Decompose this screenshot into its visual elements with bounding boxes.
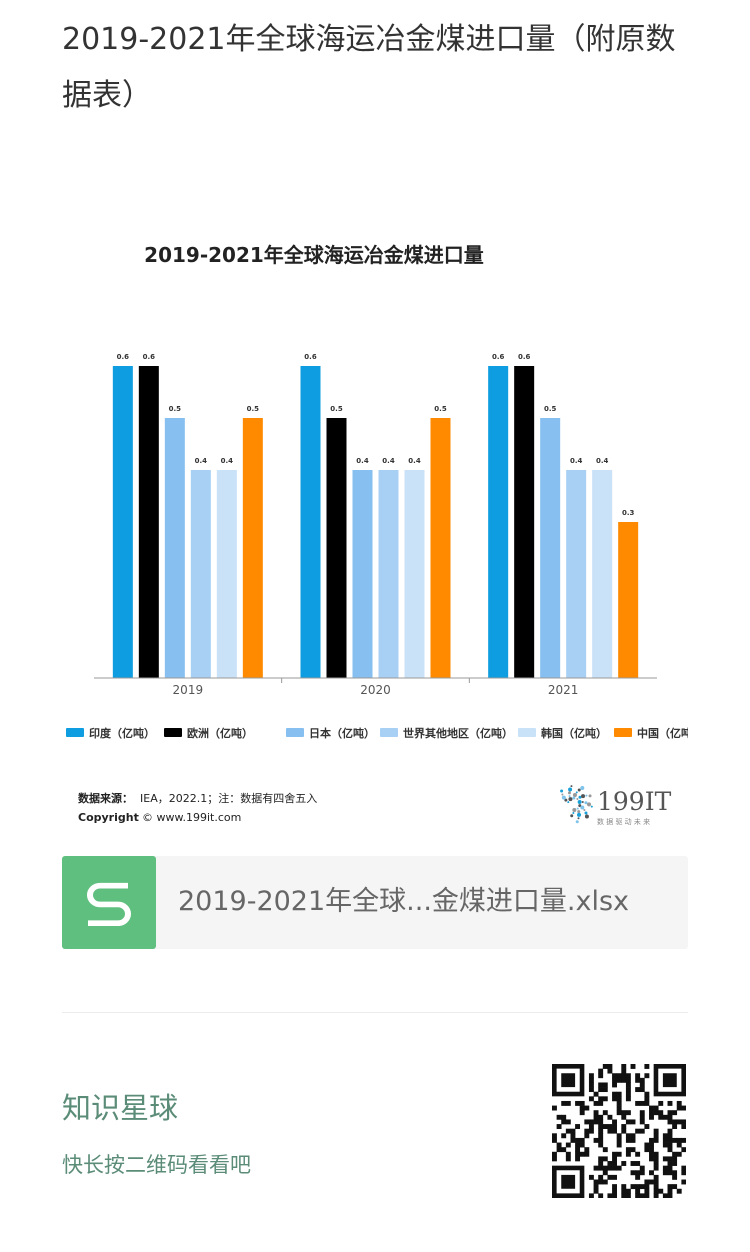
data-label: 0.4 — [596, 457, 609, 465]
bar-2019-3 — [190, 470, 211, 678]
spreadsheet-s-icon — [62, 856, 156, 949]
legend-swatch — [66, 728, 84, 737]
bar-2019-4 — [216, 470, 237, 678]
data-label: 0.5 — [544, 405, 557, 413]
data-label: 0.6 — [304, 353, 317, 361]
article-title: 2019-2021年全球海运冶金煤进口量（附原数据表） — [62, 22, 676, 113]
bar-2020-2 — [352, 470, 373, 678]
chart-title: 2019-2021年全球海运冶金煤进口量 — [144, 243, 484, 267]
copyright-text: © www.199it.com — [142, 811, 241, 824]
bar-2020-5 — [430, 418, 451, 678]
data-label: 0.6 — [518, 353, 531, 361]
attachment-card[interactable]: 2019-2021年全球...金煤进口量.xlsx — [62, 856, 688, 949]
legend-label: 世界其他地区（亿吨） — [403, 726, 513, 740]
bar-2019-1 — [138, 366, 159, 678]
bar-2021-1 — [514, 366, 535, 678]
data-label: 0.5 — [247, 405, 260, 413]
legend-label: 印度（亿吨） — [89, 726, 155, 740]
bar-2019-5 — [242, 418, 263, 678]
data-label: 0.6 — [492, 353, 505, 361]
copyright-label: Copyright — [78, 811, 139, 824]
data-label: 0.4 — [195, 457, 208, 465]
data-label: 0.5 — [434, 405, 447, 413]
x-tick-label: 2020 — [360, 683, 391, 697]
data-label: 0.5 — [169, 405, 182, 413]
data-label: 0.4 — [408, 457, 421, 465]
data-label: 0.4 — [221, 457, 234, 465]
bar-chart: 2019-2021年全球海运冶金煤进口量 0.6 0.6 0.5 0.4 0.4 0.5 0… — [66, 243, 688, 826]
attachment-file-name: 2019-2021年全球...金煤进口量.xlsx — [178, 886, 630, 917]
data-label: 0.3 — [622, 509, 635, 517]
bar-2021-3 — [566, 470, 587, 678]
data-label: 0.5 — [330, 405, 343, 413]
legend-swatch — [286, 728, 304, 737]
bar-2020-4 — [404, 470, 425, 678]
bar-2021-4 — [592, 470, 613, 678]
bar-2021-2 — [540, 418, 561, 678]
data-label: 0.4 — [356, 457, 369, 465]
source-label: 数据来源： — [78, 791, 133, 805]
logo-199it-icon — [560, 785, 593, 824]
qr-code-icon[interactable] — [552, 1064, 686, 1198]
data-label: 0.6 — [143, 353, 156, 361]
bar-2021-5 — [618, 522, 639, 678]
bar-2019-0 — [112, 366, 133, 678]
logo-tagline: 数 据 驱 动 未 来 — [597, 817, 650, 826]
bar-2019-2 — [164, 418, 185, 678]
chart-image[interactable]: 2019-2021年全球海运冶金煤进口量 0.6 0.6 0.5 0.4 0.4 0.5 0… — [62, 210, 688, 840]
legend-label: 韩国（亿吨） — [541, 726, 607, 740]
x-tick-label: 2021 — [548, 683, 579, 697]
bar-2020-3 — [378, 470, 399, 678]
logo-text: 199IT — [597, 787, 672, 816]
legend-label: 中国（亿吨） — [637, 726, 688, 740]
x-tick-label: 2019 — [173, 683, 204, 697]
data-label: 0.6 — [117, 353, 130, 361]
bar-2020-1 — [326, 418, 347, 678]
legend-label: 日本（亿吨） — [309, 726, 375, 740]
bar-2021-0 — [488, 366, 509, 678]
legend-swatch — [380, 728, 398, 737]
section-divider — [62, 1012, 688, 1013]
promo-title: 知识星球 — [62, 1091, 179, 1125]
source-text: IEA，2022.1；注：数据有四舍五入 — [140, 791, 317, 805]
data-label: 0.4 — [382, 457, 395, 465]
bar-2020-0 — [300, 366, 321, 678]
legend-swatch — [164, 728, 182, 737]
legend-swatch — [518, 728, 536, 737]
legend-label: 欧洲（亿吨） — [187, 726, 253, 740]
data-label: 0.4 — [570, 457, 583, 465]
legend-swatch — [614, 728, 632, 737]
promo-subtitle: 快长按二维码看看吧 — [62, 1153, 251, 1177]
